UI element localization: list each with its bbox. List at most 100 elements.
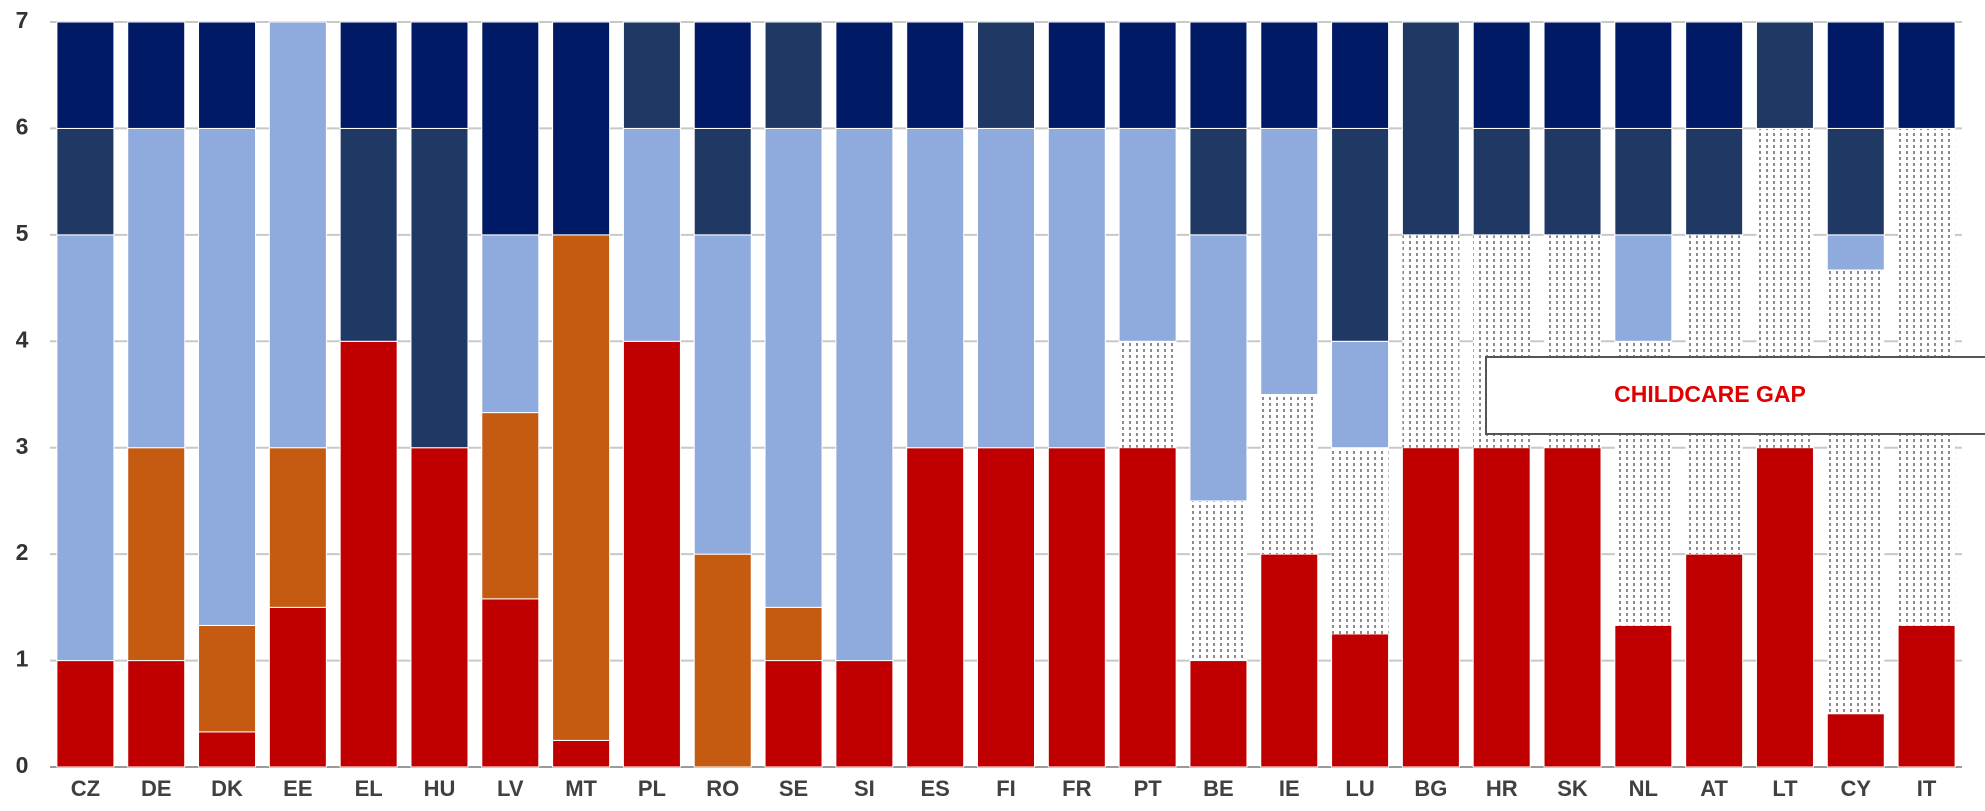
x-tick-label: FR [1062,776,1091,801]
bar-segment-red [1118,447,1177,768]
y-tick-label: 1 [16,646,29,672]
x-tick-label: EE [283,776,312,801]
bar-segment-dark-blue [127,21,186,129]
bar-segment-light-blue [1189,234,1248,502]
x-tick-label: FI [996,776,1016,801]
bar-si [835,21,894,768]
y-tick-label: 5 [16,220,29,246]
x-tick-label: BE [1203,776,1234,801]
bar-segment-dark-blue [693,21,752,129]
bar-segment-mid-blue [1543,127,1602,236]
bar-ie [1260,21,1319,768]
bar-segment-light-blue [622,127,681,342]
bar-segment-red [1401,447,1460,768]
bar-segment-red [764,660,823,768]
bar-segment-orange [693,553,752,768]
childcare-gap-annotation: CHILDCARE GAP [1485,356,1985,435]
bar-segment-dark-blue [1260,21,1319,129]
bar-segment-red [268,606,327,768]
bar-segment-light-blue [1614,234,1673,342]
y-tick-label: 0 [16,752,29,778]
x-tick-label: SI [854,776,875,801]
bar-segment-mid-blue [622,21,681,129]
bar-segment-dark-blue [1189,21,1248,129]
bar-segment-red [1826,713,1885,768]
bar-segment-mid-blue [410,127,469,449]
bar-segment-mid-blue [1331,127,1390,342]
x-tick-label: LT [1772,776,1798,801]
bar-es [906,21,965,768]
bar-ro [693,21,752,768]
annotation-label: CHILDCARE GAP [1614,381,1806,407]
bar-mt [552,21,611,768]
bar-segment-red [1472,447,1531,768]
bar-segment-light-blue [693,234,752,555]
bar-lu [1331,21,1390,768]
bar-segment-red [1685,553,1744,768]
x-tick-label: LU [1345,776,1374,801]
bar-segment-gap [1119,341,1177,448]
bar-segment-red [1331,633,1390,768]
x-tick-label: DE [141,776,172,801]
x-axis: CZ DE DK EE EL HU LV MT PL RO SE SI ES FI FR PT BE IE LU BG… [71,776,1937,801]
bar-segment-light-blue [764,127,823,608]
x-tick-label: LV [497,776,524,801]
bar-segment-light-blue [1826,234,1885,271]
bar-segment-light-blue [268,21,327,449]
x-tick-label: SK [1557,776,1588,801]
bar-segment-red [1755,447,1814,768]
bar-segment-dark-blue [198,21,257,129]
bar-segment-red [481,598,540,768]
bar-segment-orange [127,447,186,662]
bar-segment-dark-blue [835,21,894,129]
bar-segment-mid-blue [977,21,1035,129]
bars [56,21,1956,768]
bar-segment-mid-blue [1614,127,1673,236]
bar-segment-gap [1260,394,1318,555]
bar-segment-red [1260,553,1319,768]
bar-bg [1401,21,1460,768]
bar-segment-light-blue [1331,340,1390,449]
y-tick-label: 7 [16,7,29,33]
bar-segment-red [977,447,1035,768]
bar-segment-red [198,731,257,768]
bar-dk [198,21,257,768]
y-tick-label: 2 [16,539,29,565]
bar-segment-red [906,447,965,768]
bar-segment-dark-blue [1826,21,1885,129]
x-tick-label: EL [355,776,383,801]
x-tick-label: SE [779,776,808,801]
bar-segment-orange [552,234,611,741]
bar-el [339,21,398,768]
x-tick-label: CY [1840,776,1871,801]
bar-segment-red [835,660,894,768]
bar-segment-red [1189,660,1248,768]
bar-be [1189,21,1248,768]
bar-fi [977,21,1035,768]
x-tick-label: PL [638,776,666,801]
bar-segment-dark-blue [1331,21,1390,129]
bar-segment-light-blue [977,127,1035,449]
bar-segment-dark-blue [1472,21,1531,129]
bar-pl [622,21,681,768]
bar-segment-light-blue [906,127,965,449]
x-tick-label: HU [424,776,456,801]
bar-segment-dark-blue [906,21,965,129]
x-tick-label: RO [706,776,739,801]
bar-segment-light-blue [127,127,186,449]
bar-segment-mid-blue [1826,127,1885,236]
bar-segment-dark-blue [1685,21,1744,129]
bar-segment-orange [764,606,823,662]
bar-segment-dark-blue [410,21,469,129]
bar-segment-dark-blue [1047,21,1106,129]
bar-ee [268,21,327,768]
bar-segment-mid-blue [56,127,115,236]
bar-hu [410,21,469,768]
bar-segment-dark-blue [1543,21,1602,129]
bar-segment-red [56,660,115,768]
x-tick-label: HR [1486,776,1518,801]
bar-segment-mid-blue [1401,21,1460,236]
x-tick-label: NL [1629,776,1658,801]
bar-segment-mid-blue [1472,127,1531,236]
